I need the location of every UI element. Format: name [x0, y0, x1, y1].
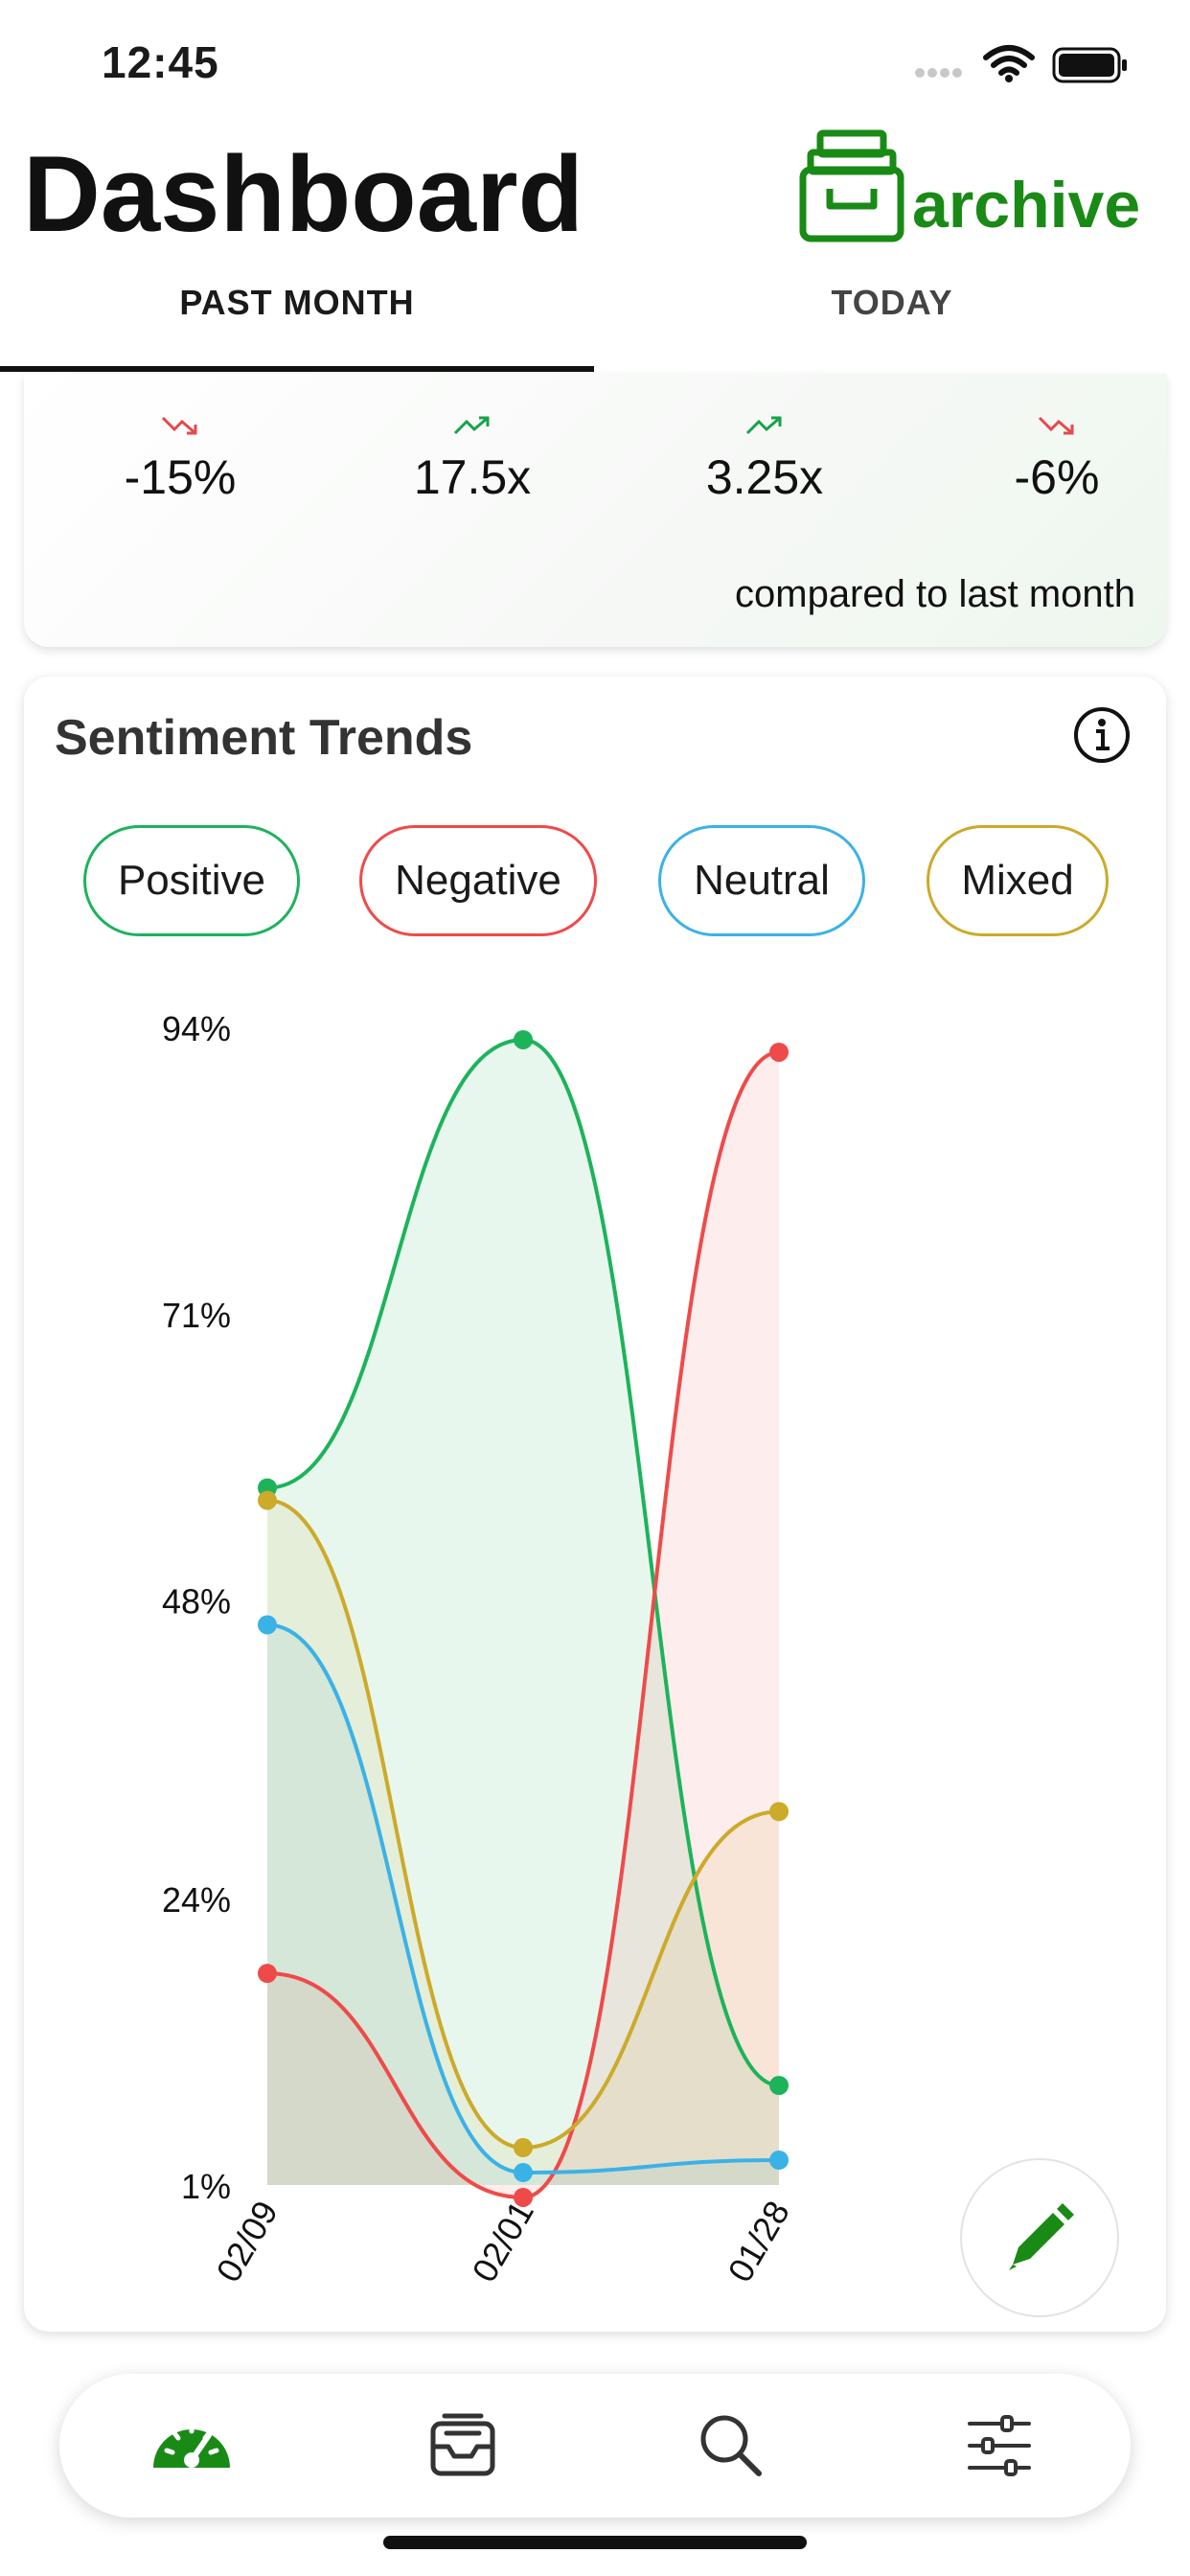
stat-value: -6% [1014, 450, 1100, 504]
data-point-negative [258, 1964, 277, 1984]
y-tick-label: 94% [162, 1009, 231, 1048]
card-title: Sentiment Trends [55, 710, 473, 766]
filter-positive[interactable]: Positive [83, 825, 300, 936]
app-logo: archive [799, 129, 1140, 244]
x-tick-label: 02/09 [208, 2195, 286, 2289]
filter-mixed[interactable]: Mixed [927, 825, 1109, 936]
y-tick-label: 24% [162, 1880, 231, 1920]
filter-neutral[interactable]: Neutral [658, 825, 865, 936]
active-tab-indicator [0, 366, 594, 372]
data-point-neutral [258, 1615, 277, 1635]
y-tick-label: 1% [181, 2167, 231, 2206]
data-point-positive [769, 2076, 789, 2096]
data-point-neutral [514, 2163, 533, 2183]
trend-down-icon [161, 416, 197, 435]
series-line-neutral [266, 1622, 780, 2175]
series-area-negative [267, 1051, 779, 2197]
settings-sliders-icon[interactable] [964, 2410, 1035, 2481]
home-indicator [383, 2536, 807, 2549]
stats-summary-card: -15% 17.5x 3.25x -6% compared to last mo… [24, 374, 1166, 647]
logo-text: archive [912, 169, 1141, 242]
stat-item: -15% [84, 412, 276, 505]
inbox-icon[interactable] [427, 2410, 498, 2481]
wifi-icon [983, 45, 1035, 82]
comparison-note: compared to last month [735, 573, 1135, 615]
archive-box-icon [799, 129, 904, 242]
dashboard-icon[interactable] [149, 2410, 234, 2481]
tab-past-month[interactable]: PAST MONTH [179, 283, 415, 322]
bottom-tab-bar [59, 2374, 1131, 2518]
battery-icon [1052, 47, 1127, 83]
data-point-mixed [514, 2138, 533, 2158]
series-area-neutral [267, 1624, 779, 2185]
data-point-neutral [769, 2150, 789, 2171]
page-title: Dashboard [23, 134, 584, 254]
sentiment-chart: 1% 24% 48% 71% 94% 02/09 02/01 01/28 [162, 1009, 797, 2289]
stat-item: -6% [961, 412, 1153, 505]
data-point-negative [514, 2187, 533, 2207]
pencil-icon [1009, 2203, 1074, 2270]
data-point-mixed [258, 1490, 277, 1510]
data-point-positive [514, 1029, 533, 1049]
data-point-mixed [769, 1802, 789, 1822]
y-tick-label: 71% [162, 1296, 231, 1335]
data-point-negative [769, 1042, 789, 1062]
stat-value: -15% [124, 450, 237, 504]
stat-value: 3.25x [705, 450, 824, 504]
stat-item: 17.5x [377, 412, 568, 505]
trend-up-icon [745, 416, 782, 435]
series-line-negative [266, 1049, 780, 2199]
status-time: 12:45 [102, 37, 219, 87]
trend-up-icon [453, 416, 490, 435]
y-tick-label: 48% [162, 1582, 231, 1622]
search-icon[interactable] [696, 2410, 767, 2481]
stat-value: 17.5x [413, 450, 532, 504]
stat-item: 3.25x [669, 412, 860, 505]
edit-button[interactable] [960, 2158, 1119, 2317]
tab-today[interactable]: TODAY [831, 283, 953, 322]
series-line-mixed [266, 1498, 780, 2150]
x-tick-label: 02/01 [464, 2195, 541, 2289]
cellular-signal-icon [915, 65, 965, 82]
series-area-mixed [267, 1500, 779, 2185]
filter-negative[interactable]: Negative [359, 825, 597, 936]
sentiment-trends-card: Sentiment Trends Positive Negative Neutr… [24, 677, 1166, 2332]
trend-down-icon [1038, 416, 1074, 435]
x-tick-label: 01/28 [720, 2195, 797, 2289]
info-icon[interactable] [1072, 705, 1132, 765]
